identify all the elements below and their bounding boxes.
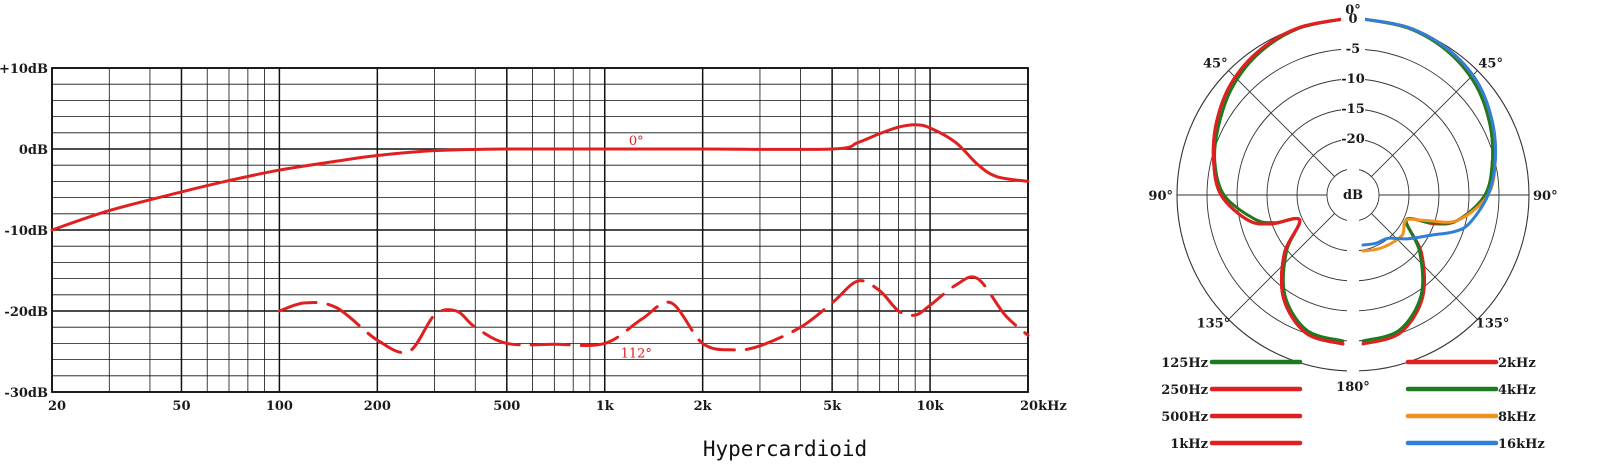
legend-label-125hz: 125Hz (1161, 356, 1208, 371)
angle-label: 180° (1336, 380, 1370, 395)
legend-label-16khz: 16kHz (1498, 437, 1545, 452)
series-label-112deg: 112° (621, 346, 652, 361)
frequency-series (50, 123, 1030, 355)
y-tick-label: -20dB (4, 305, 48, 320)
legend-label-250hz: 250Hz (1161, 383, 1208, 398)
angle-label: 45° (1203, 57, 1228, 72)
polar-unit-label: dB (1343, 188, 1363, 203)
ring-label: -10 (1341, 72, 1365, 87)
x-tick-label: 2k (694, 399, 713, 414)
ring-label-bg (1341, 101, 1365, 115)
polar-series-250hz (1211, 17, 1345, 346)
legend-label-2khz: 2kHz (1498, 356, 1536, 371)
x-tick-label: 20kHz (1020, 399, 1067, 414)
x-tick-label: 10k (917, 399, 945, 414)
angle-label: 90° (1148, 189, 1173, 204)
x-tick-label: 50 (172, 399, 190, 414)
angle-label: 0° (1345, 3, 1361, 18)
ring-label-bg (1341, 41, 1365, 55)
polar-pattern-plot: 0 -5 -10 -15 -20 dB 0° 45° 45° 90° 90° 135° 135° 180°… (1148, 3, 1557, 452)
x-tick-label: 1k (596, 399, 615, 414)
polar-series-1khz (1211, 17, 1345, 346)
polar-series-16khz (1361, 17, 1498, 247)
x-tick-label: 200 (364, 399, 391, 414)
angle-label: 45° (1478, 57, 1503, 72)
legend-label-8khz: 8kHz (1498, 410, 1536, 425)
ring-label-bg (1341, 11, 1365, 25)
x-tick-label: 20 (48, 399, 66, 414)
angle-label: 135° (1197, 317, 1231, 332)
series-line-0deg (50, 123, 1030, 232)
x-tick-label: 100 (266, 399, 293, 414)
ring-label: -15 (1341, 102, 1365, 117)
legend-label-1khz: 1kHz (1170, 437, 1208, 452)
x-tick-label: 5k (823, 399, 842, 414)
polar-series-500hz (1211, 17, 1345, 346)
polar-labels: 0 -5 -10 -15 -20 dB 0° 45° 45° 90° 90° 135° 135° 180° (1148, 3, 1557, 395)
angle-label: 90° (1533, 189, 1558, 204)
x-tick-label: 500 (493, 399, 520, 414)
legend-label-500hz: 500Hz (1161, 410, 1208, 425)
polar-legend: 125Hz 250Hz 500Hz 1kHz 2kHz 4kHz 8kHz 16kHz (1161, 356, 1545, 452)
frequency-grid (51, 67, 1029, 393)
y-tick-label: 0dB (19, 143, 48, 158)
ring-label-bg (1341, 131, 1365, 145)
y-tick-label: +10dB (0, 62, 48, 77)
ring-label: -5 (1346, 42, 1360, 57)
ring-label: -20 (1341, 132, 1365, 147)
y-tick-label: -10dB (4, 224, 48, 239)
polar-spoke (1371, 70, 1478, 177)
polar-series-2khz (1361, 17, 1495, 346)
polar-series-4khz (1361, 17, 1495, 343)
series-label-0deg: 0° (629, 134, 644, 149)
chart-caption: Hypercardioid (703, 437, 867, 461)
ring-label-bg (1341, 71, 1365, 85)
legend-label-4khz: 4kHz (1498, 383, 1536, 398)
polar-series-125hz (1213, 17, 1345, 343)
series-line-112deg (277, 275, 1030, 355)
angle-label: 135° (1476, 317, 1510, 332)
y-tick-label: -30dB (4, 386, 48, 401)
polar-spoke (1228, 70, 1335, 177)
ring-label: 0 (1348, 12, 1357, 27)
